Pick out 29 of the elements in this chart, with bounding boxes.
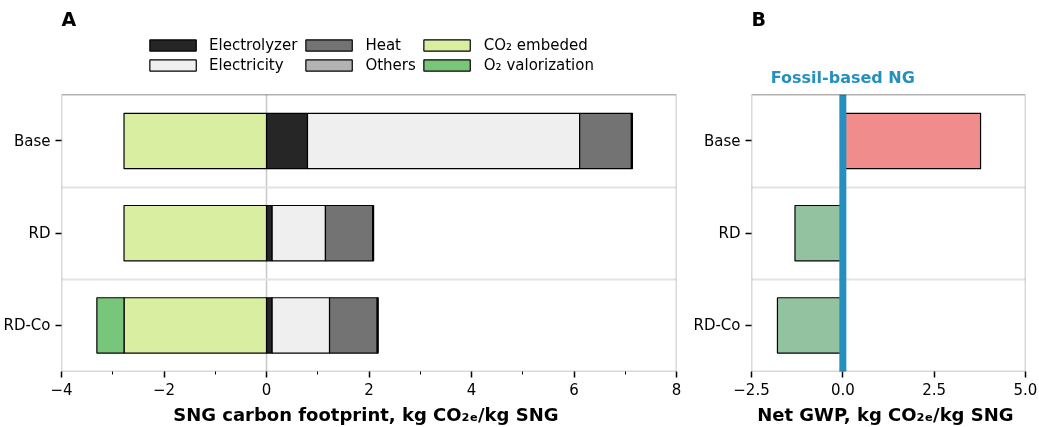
x-tick-label: 4 xyxy=(466,380,477,399)
x-tick-label: −2.5 xyxy=(733,380,770,399)
x-axis-title: SNG carbon footprint, kg CO₂ₑ/kg SNG xyxy=(173,403,559,425)
chart-title: A xyxy=(61,7,77,30)
legend-label: CO₂ embeded xyxy=(483,36,588,54)
y-tick-label: RD xyxy=(28,224,51,243)
x-tick-label: 0 xyxy=(261,380,272,399)
legend-label: O₂ valorization xyxy=(483,56,594,74)
legend-label: Others xyxy=(365,56,416,74)
x-tick-label: 2 xyxy=(364,380,374,399)
x-tick-label: 2.5 xyxy=(922,380,947,399)
x-tick-label: 0.0 xyxy=(830,380,855,399)
legend-label: Electricity xyxy=(209,56,284,74)
y-tick-label: RD-Co xyxy=(693,316,741,335)
x-tick-label: −2 xyxy=(152,380,176,399)
legend-label: Heat xyxy=(365,36,401,54)
y-tick-label: RD xyxy=(718,224,741,243)
y-tick-label: Base xyxy=(703,131,741,150)
x-tick-label: −4 xyxy=(50,380,73,399)
x-tick-label: 5.0 xyxy=(1013,380,1038,399)
x-axis-title: Net GWP, kg CO₂ₑ/kg SNG xyxy=(757,403,1014,425)
chart-title: B xyxy=(751,7,766,30)
ref-line-label: Fossil-based NG xyxy=(770,67,915,87)
bar xyxy=(123,204,268,262)
legend-label: Electrolyzer xyxy=(209,36,298,54)
y-tick-label: Base xyxy=(13,131,51,150)
x-tick-label: 8 xyxy=(671,380,682,399)
y-tick-label: RD-Co xyxy=(3,316,51,335)
x-tick-label: 6 xyxy=(569,380,579,399)
